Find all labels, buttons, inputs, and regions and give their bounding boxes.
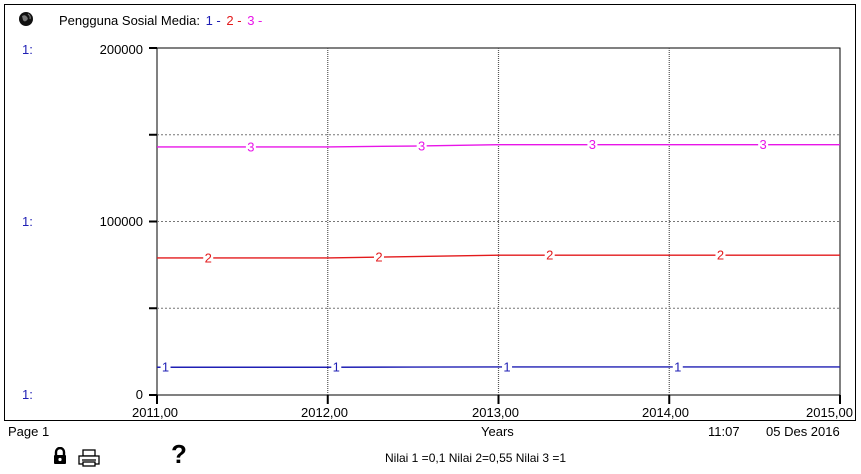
series-marker-bg — [416, 138, 427, 152]
legend-item-2: 2 - — [226, 13, 242, 28]
series-marker-3: 3 — [760, 137, 767, 152]
date-label: 05 Des 2016 — [766, 424, 840, 439]
time-label: 11:07 — [708, 424, 740, 439]
series-marker-1: 1 — [333, 360, 340, 375]
legend-item-1: 1 - — [205, 13, 221, 28]
series-line-3 — [157, 143, 840, 148]
legend-item-3: 3 - — [247, 13, 263, 28]
series-line-2 — [157, 254, 840, 259]
series-marker-bg — [672, 359, 683, 373]
series-marker-bg — [715, 248, 726, 262]
series-marker-bg — [331, 360, 342, 374]
axis-side-label: 1: — [22, 214, 33, 229]
series-marker-2: 2 — [375, 250, 382, 265]
series-marker-bg — [758, 137, 769, 151]
series-marker-bg — [587, 137, 598, 151]
series-marker-1: 1 — [674, 359, 681, 374]
series-marker-2: 2 — [717, 248, 724, 263]
series-marker-bg — [160, 360, 171, 374]
x-tick-label: 2011,00 — [132, 405, 179, 420]
series-marker-2: 2 — [205, 250, 212, 265]
series-marker-bg — [245, 139, 256, 153]
lock-icon[interactable] — [53, 447, 67, 465]
x-axis-label: Years — [481, 424, 514, 439]
axis-side-label: 1: — [22, 42, 33, 57]
chart-title-row: Pengguna Sosial Media: 1 - 2 - 3 - — [59, 13, 262, 28]
series-marker-bg — [544, 248, 555, 262]
x-tick-label: 2014,00 — [642, 405, 689, 420]
x-tick-label: 2013,00 — [472, 405, 519, 420]
series-marker-bg — [502, 359, 513, 373]
y-tick-label: 0 — [135, 387, 143, 402]
footnote: Nilai 1 =0,1 Nilai 2=0,55 Nilai 3 =1 — [385, 451, 567, 465]
chart-title: Pengguna Sosial Media: — [59, 13, 200, 28]
series-marker-3: 3 — [247, 139, 254, 154]
axis-side-label: 1: — [22, 387, 33, 402]
x-tick-label: 2012,00 — [301, 405, 348, 420]
series-marker-2: 2 — [546, 248, 553, 263]
chart-frame — [4, 4, 856, 421]
globe-icon[interactable] — [18, 11, 34, 27]
help-icon[interactable]: ? — [171, 439, 187, 469]
y-tick-label: 200000 — [99, 42, 143, 57]
series-marker-bg — [203, 250, 214, 264]
x-tick-label: 2015,00 — [806, 405, 853, 420]
print-icon[interactable] — [78, 449, 100, 467]
series-marker-3: 3 — [589, 137, 596, 152]
series-marker-bg — [373, 250, 384, 264]
series-marker-1: 1 — [162, 360, 169, 375]
series-marker-3: 3 — [418, 138, 425, 153]
series-marker-1: 1 — [503, 359, 510, 374]
page-label: Page 1 — [8, 424, 50, 439]
y-tick-label: 100000 — [99, 214, 143, 229]
